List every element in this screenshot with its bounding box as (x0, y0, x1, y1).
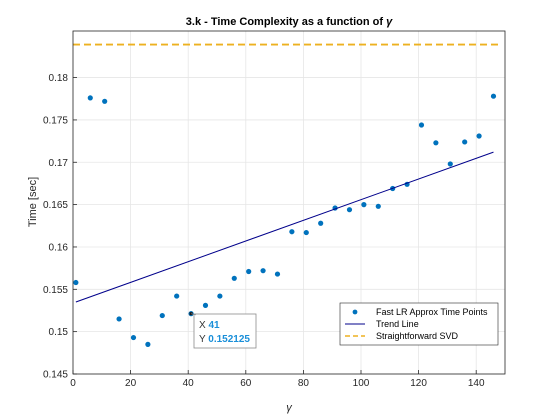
datatip-y-value: 0.152125 (208, 334, 250, 345)
data-point (418, 122, 425, 128)
data-point (433, 140, 439, 146)
trend-line (75, 151, 494, 303)
x-tick-label: 60 (240, 378, 252, 389)
legend: Fast LR Approx Time Points Trend Line St… (339, 302, 499, 346)
y-tick-label: 0.175 (43, 115, 68, 126)
x-tick-label: 140 (468, 378, 485, 389)
data-point (490, 93, 497, 99)
data-point (202, 302, 209, 308)
data-point (231, 275, 237, 281)
chart-title-symbol: γ (386, 16, 393, 28)
data-point (246, 268, 252, 275)
data-point (159, 312, 165, 319)
x-axis-label: γ (286, 402, 293, 414)
data-point (130, 334, 137, 341)
x-tick-label: 40 (183, 378, 195, 389)
datatip-x-row: X 41 (199, 320, 220, 331)
legend-label-trend: Trend Line (376, 319, 419, 329)
data-point (375, 203, 381, 209)
y-tick-label: 0.155 (43, 285, 68, 296)
datatip-x-value: 41 (208, 320, 220, 331)
data-point (116, 316, 122, 322)
chart-title: 3.k - Time Complexity as a function of γ (186, 16, 393, 28)
x-tick-label: 100 (353, 378, 370, 389)
datatip-y-label: Y (199, 334, 206, 345)
x-tick-label: 0 (70, 378, 76, 389)
datatip-x-label: X (199, 320, 206, 331)
series-layer (73, 43, 500, 347)
ticks: 0 20 40 60 80 100 120 140 0.145 0.15 0.155 0.16 0.16… (43, 73, 485, 389)
datatip-pointer (191, 313, 197, 316)
data-point (174, 293, 180, 299)
data-point (260, 268, 266, 274)
datatip-y-row: Y 0.152125 (199, 334, 250, 345)
legend-box (339, 302, 499, 346)
legend-label-points: Fast LR Approx Time Points (376, 307, 488, 317)
data-point (346, 207, 353, 213)
y-tick-label: 0.18 (49, 73, 69, 84)
x-tick-label: 120 (410, 378, 427, 389)
y-tick-label: 0.145 (43, 370, 68, 381)
x-tick-label: 80 (298, 378, 310, 389)
plot-box (72, 30, 506, 375)
data-point (73, 279, 79, 286)
data-point (476, 133, 482, 139)
data-point (289, 229, 295, 235)
data-point (102, 98, 108, 104)
data-point (318, 220, 324, 226)
datatip[interactable]: X 41 Y 0.152125 (189, 312, 257, 349)
data-point (87, 95, 93, 101)
x-tick-label: 20 (125, 378, 137, 389)
data-point (145, 341, 151, 347)
data-point (447, 161, 453, 167)
y-tick-label: 0.17 (49, 158, 69, 169)
y-tick-label: 0.15 (49, 327, 69, 338)
data-point (361, 202, 367, 208)
y-axis-label: Time [sec] (27, 177, 39, 227)
y-tick-label: 0.16 (49, 242, 69, 253)
legend-marker-points (352, 309, 358, 315)
legend-label-svd: Straightforward SVD (376, 331, 459, 341)
data-point (303, 229, 309, 236)
data-point (274, 271, 281, 277)
data-point (217, 293, 223, 299)
datatip-box (193, 313, 257, 349)
y-tick-label: 0.165 (43, 200, 68, 211)
data-point (462, 139, 468, 145)
